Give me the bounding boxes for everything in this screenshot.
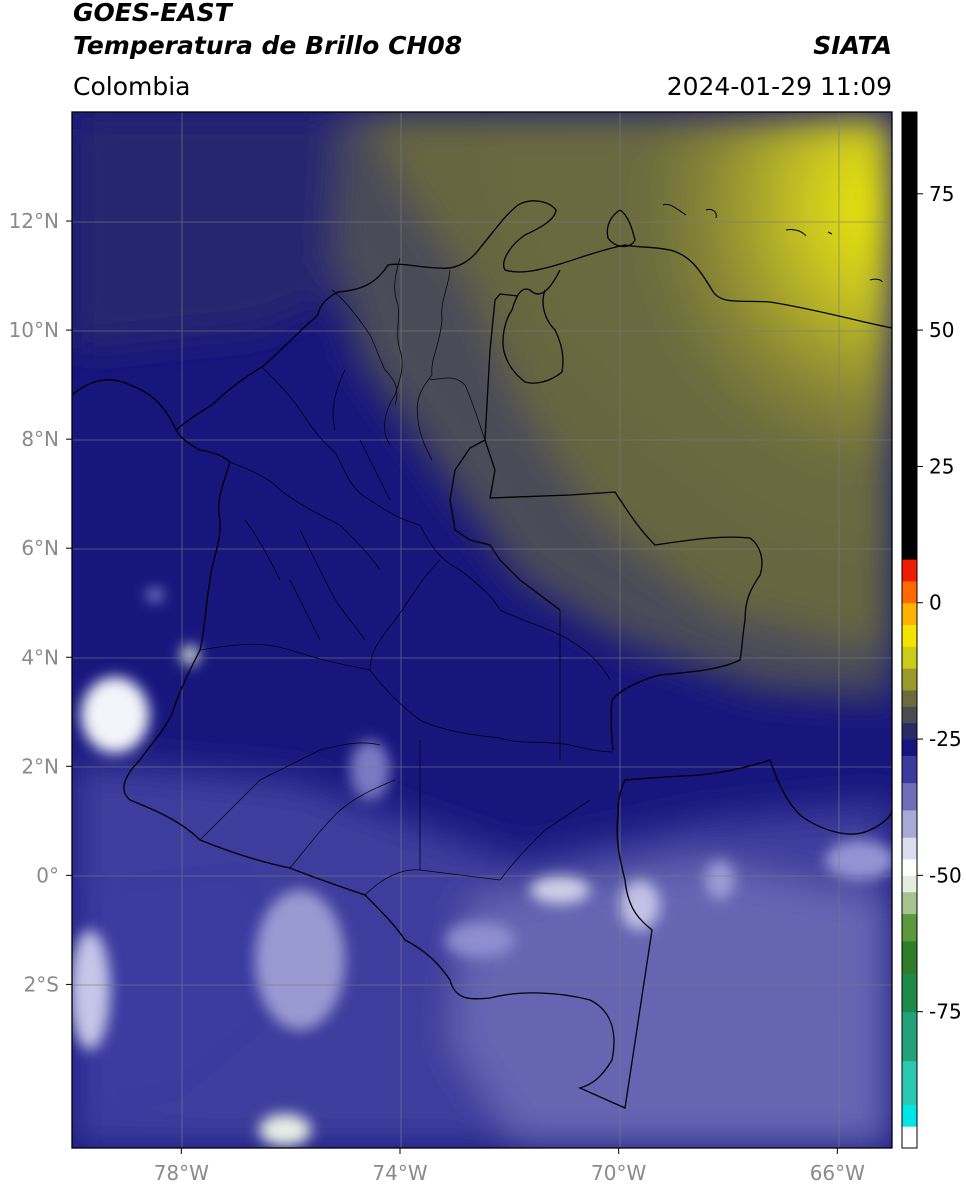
colorbar-segment [902, 706, 917, 724]
agency-label: SIATA [813, 31, 892, 60]
lat-tick-label: 8°N [21, 427, 59, 451]
colorbar-segment [902, 837, 917, 860]
islands [662, 203, 883, 283]
lon-tick-label: 70°W [591, 1161, 646, 1185]
colorbar-tick-label: 50 [929, 318, 954, 342]
product-title: Temperatura de Brillo CH08 [73, 31, 463, 60]
lat-tick-label: 12°N [9, 209, 59, 233]
lat-tick-label: 2°N [21, 754, 59, 778]
colorbar-segment [902, 913, 917, 942]
colorbar-tick-label: -50 [929, 863, 962, 887]
colorbar-segment [902, 580, 917, 604]
colorbar-segment [902, 973, 917, 1013]
latitude-ticks: 12°N 10°N 8°N 6°N 4°N 2°N 0° 2°S [9, 209, 72, 996]
lat-tick-label: 0° [36, 863, 59, 887]
colorbar-frame [901, 111, 918, 1149]
colorbar-segment [902, 112, 917, 560]
colorbar-segment [902, 646, 917, 669]
colorbar-segment [902, 1126, 917, 1149]
colorbar-segment [902, 602, 917, 626]
colorbar-segment [902, 624, 917, 647]
lat-tick-label: 6°N [21, 536, 59, 560]
country-borders [72, 200, 892, 1109]
colorbar-segment [902, 755, 917, 784]
colorbar-segment [902, 859, 917, 876]
lon-tick-label: 66°W [810, 1161, 865, 1185]
datetime-label: 2024-01-29 11:09 [666, 72, 892, 101]
colorbar-tick-label: 0 [929, 591, 942, 615]
colorbar-segment [902, 782, 917, 811]
lat-tick-label: 4°N [21, 645, 59, 669]
longitude-ticks: 78°W 74°W 70°W 66°W [154, 1148, 865, 1185]
satellite-title: GOES-EAST [73, 0, 232, 27]
colorbar: 75 50 25 0 -25 -50 -75 [901, 111, 962, 1149]
colorbar-tick-label: 25 [929, 454, 954, 478]
colorbar-segment [902, 1060, 917, 1105]
region-label: Colombia [73, 72, 191, 101]
department-borders [199, 257, 614, 896]
lon-tick-label: 78°W [154, 1161, 209, 1185]
map-frame [71, 111, 893, 1149]
colorbar-segment [902, 1011, 917, 1062]
colorbar-segment [902, 722, 917, 740]
colorbar-segment [902, 668, 917, 691]
colorbar-tick-label: 75 [929, 182, 954, 206]
colorbar-segment [902, 1104, 917, 1127]
colorbar-segment [902, 739, 917, 756]
colorbar-segment [902, 940, 917, 975]
brightness-temperature-field [72, 112, 892, 1148]
colorbar-segment [902, 559, 917, 582]
graticule [72, 112, 892, 1148]
lat-tick-label: 2°S [24, 972, 59, 996]
colorbar-segment [902, 809, 917, 838]
colorbar-segment [902, 875, 917, 893]
colorbar-tick-label: -25 [929, 727, 962, 751]
colorbar-tick-label: -75 [929, 1000, 962, 1024]
lon-tick-label: 74°W [372, 1161, 427, 1185]
lat-tick-label: 10°N [9, 318, 59, 342]
colorbar-segment [902, 689, 917, 707]
colorbar-segment [902, 891, 917, 915]
